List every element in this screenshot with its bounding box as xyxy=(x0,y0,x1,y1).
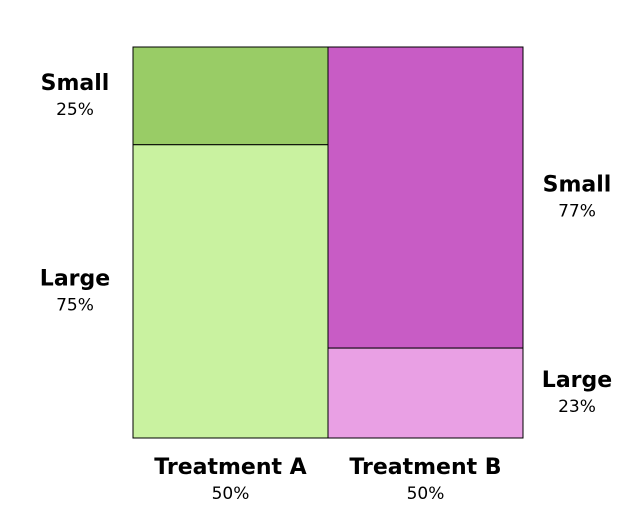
segment-label: Large xyxy=(542,368,612,393)
category-label: Treatment A xyxy=(154,455,306,480)
segment-percent: 25% xyxy=(56,100,94,120)
mosaic-tile-treatment-b-large xyxy=(327,347,524,439)
segment-percent: 75% xyxy=(56,295,94,315)
category-share: 50% xyxy=(212,484,250,504)
category-label: Treatment B xyxy=(349,455,501,480)
category-share: 50% xyxy=(407,484,445,504)
mosaic-tile-treatment-a-large xyxy=(132,144,329,439)
segment-percent: 77% xyxy=(558,202,596,222)
segment-label: Large xyxy=(40,266,110,291)
segment-label: Small xyxy=(41,71,110,96)
segment-label: Small xyxy=(543,173,612,198)
segment-percent: 23% xyxy=(558,397,596,417)
mosaic-tile-treatment-b-small xyxy=(327,46,524,349)
mosaic-tile-treatment-a-small xyxy=(132,46,329,146)
